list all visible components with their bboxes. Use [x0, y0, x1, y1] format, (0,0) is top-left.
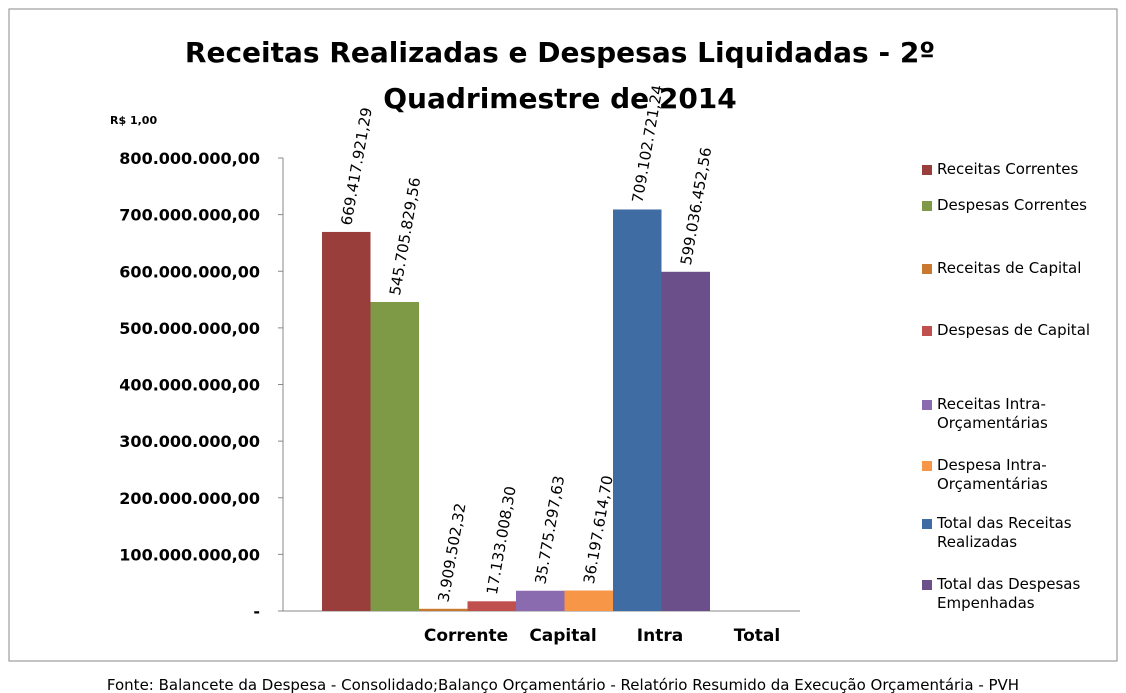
legend-swatch	[922, 326, 932, 336]
data-label: 36.197.614,70	[580, 474, 617, 585]
bar	[467, 601, 516, 611]
legend-label: Total das Despesas Empenhadas	[937, 575, 1081, 612]
legend-item: Total das Despesas Empenhadas	[922, 575, 1102, 613]
legend-swatch	[922, 165, 932, 175]
legend-swatch	[922, 519, 932, 529]
legend-item: Receitas Intra-Orçamentárias	[922, 395, 1102, 433]
chart-title: Receitas Realizadas e Despesas Liquidada…	[185, 36, 935, 69]
x-tick-label: Total	[734, 626, 780, 646]
legend-label: Despesa Intra-Orçamentárias	[937, 456, 1048, 493]
legend-label: Despesas Correntes	[937, 196, 1087, 214]
y-tick-label: 500.000.000,00	[119, 319, 260, 338]
legend-item: Receitas Correntes	[922, 160, 1102, 179]
data-label: 35.775.297,63	[531, 474, 568, 585]
bar	[370, 301, 419, 611]
legend-item: Receitas de Capital	[922, 259, 1102, 278]
y-tick-label: 600.000.000,00	[119, 262, 260, 281]
y-tick-label: 400.000.000,00	[119, 376, 260, 395]
legend-label: Despesas de Capital	[937, 321, 1091, 339]
y-tick-label: 200.000.000,00	[119, 489, 260, 508]
legend-label: Receitas de Capital	[937, 259, 1082, 277]
legend-swatch	[922, 201, 932, 211]
legend-item: Despesas de Capital	[922, 321, 1102, 340]
x-tick-label: Intra	[637, 626, 683, 646]
y-tick-label: 300.000.000,00	[119, 432, 260, 451]
bar	[661, 271, 710, 611]
legend-item: Total das Receitas Realizadas	[922, 514, 1102, 552]
y-tick-label: -	[253, 602, 260, 621]
data-label: 17.133.008,30	[483, 485, 520, 596]
bar	[419, 608, 468, 611]
data-label: 669.417.921,29	[337, 106, 375, 227]
legend-item: Despesas Correntes	[922, 196, 1102, 215]
x-tick-label: Corrente	[424, 626, 508, 646]
y-tick-label: 800.000.000,00	[119, 149, 260, 168]
data-label: 545.705.829,56	[386, 176, 424, 297]
legend-swatch	[922, 461, 932, 471]
chart-border	[8, 8, 1118, 662]
bar	[564, 590, 613, 611]
legend-label: Total das Receitas Realizadas	[937, 514, 1072, 551]
chart-title: Quadrimestre de 2014	[383, 82, 737, 115]
legend-swatch	[922, 580, 932, 590]
legend-label: Receitas Intra-Orçamentárias	[937, 395, 1048, 432]
bar	[613, 209, 662, 611]
legend-swatch	[922, 400, 932, 410]
data-label: 599.036.452,56	[677, 146, 715, 267]
legend-item: Despesa Intra-Orçamentárias	[922, 456, 1102, 494]
legend-label: Receitas Correntes	[937, 160, 1079, 178]
bar	[322, 231, 371, 611]
y-tick-label: 700.000.000,00	[119, 206, 260, 225]
x-tick-label: Capital	[529, 626, 596, 646]
legend-swatch	[922, 264, 932, 274]
unit-label: R$ 1,00	[110, 114, 157, 127]
bar	[516, 590, 565, 611]
data-label: 3.909.502,32	[434, 502, 469, 604]
y-tick-label: 100.000.000,00	[119, 545, 260, 564]
source: Fonte: Balancete da Despesa - Consolidad…	[107, 676, 1019, 693]
